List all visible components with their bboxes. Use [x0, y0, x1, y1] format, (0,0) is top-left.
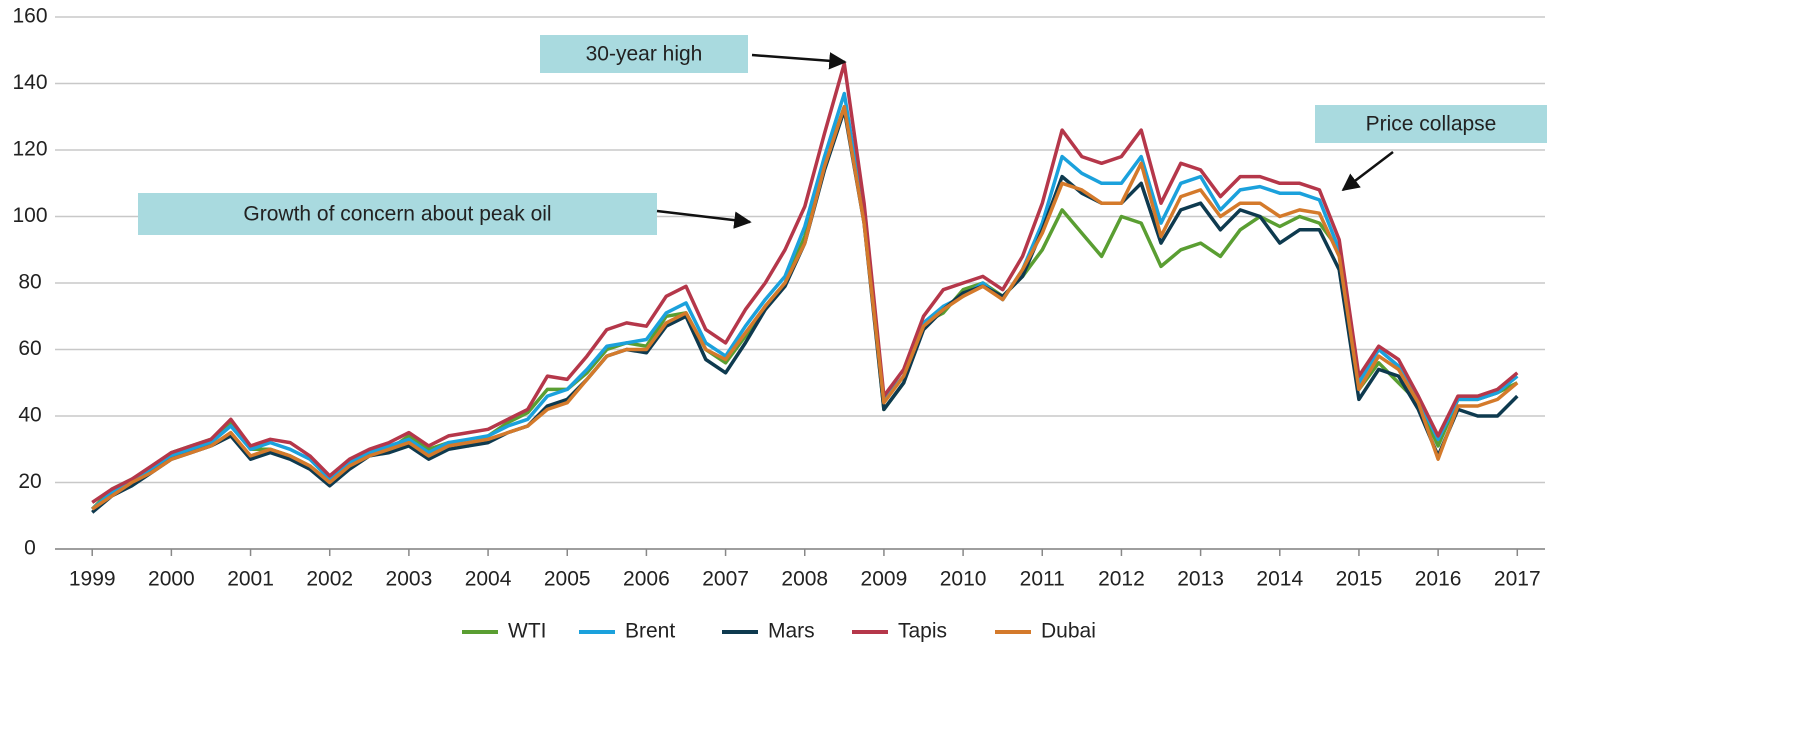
- x-tick-label: 2010: [940, 568, 987, 591]
- annotation-arrow: [751, 52, 847, 70]
- y-tick-label: 40: [18, 404, 41, 427]
- x-tick-label: 2006: [623, 568, 670, 591]
- annotation-text: 30-year high: [586, 43, 703, 66]
- x-tick-label: 2015: [1336, 568, 1383, 591]
- y-tick-label: 100: [12, 204, 47, 227]
- x-tick-label: 2013: [1177, 568, 1224, 591]
- y-tick-label: 160: [12, 5, 47, 28]
- x-tick-label: 2011: [1020, 568, 1065, 591]
- y-tick-label: 20: [18, 470, 41, 493]
- annotation-arrow: [1341, 151, 1394, 192]
- x-tick-label: 2008: [781, 568, 828, 591]
- series-line: [91, 61, 1519, 504]
- y-tick-label: 60: [18, 337, 41, 360]
- legend-label: WTI: [508, 620, 546, 643]
- x-tick-label: 2009: [861, 568, 908, 591]
- annotation-arrow: [656, 209, 752, 229]
- x-tick-label: 2007: [702, 568, 749, 591]
- y-tick-label: 0: [24, 537, 36, 560]
- series-line: [91, 91, 1519, 511]
- legend-label: Mars: [768, 620, 815, 643]
- annotation-box: [1315, 105, 1547, 143]
- x-tick-label: 2001: [227, 568, 274, 591]
- x-tick-label: 2017: [1494, 568, 1541, 591]
- legend-label: Tapis: [898, 620, 947, 643]
- legend-label: Dubai: [1041, 620, 1096, 643]
- x-tick-label: 2016: [1415, 568, 1462, 591]
- y-tick-label: 120: [12, 138, 47, 161]
- y-tick-label: 80: [18, 271, 41, 294]
- x-tick-label: 2014: [1256, 568, 1303, 591]
- x-tick-label: 2002: [306, 568, 353, 591]
- x-tick-label: 2004: [465, 568, 512, 591]
- x-tick-label: 2000: [148, 568, 195, 591]
- legend-label: Brent: [625, 620, 675, 643]
- annotation-box: [540, 35, 748, 73]
- x-tick-label: 1999: [69, 568, 116, 591]
- x-tick-label: 2005: [544, 568, 591, 591]
- annotation-text: Growth of concern about peak oil: [243, 203, 551, 226]
- series-line: [91, 105, 1519, 511]
- annotation-box: [138, 193, 657, 235]
- y-tick-label: 140: [12, 71, 47, 94]
- annotation-text: Price collapse: [1366, 113, 1497, 136]
- x-tick-label: 2012: [1098, 568, 1145, 591]
- x-tick-label: 2003: [386, 568, 433, 591]
- series-line: [90, 105, 1519, 511]
